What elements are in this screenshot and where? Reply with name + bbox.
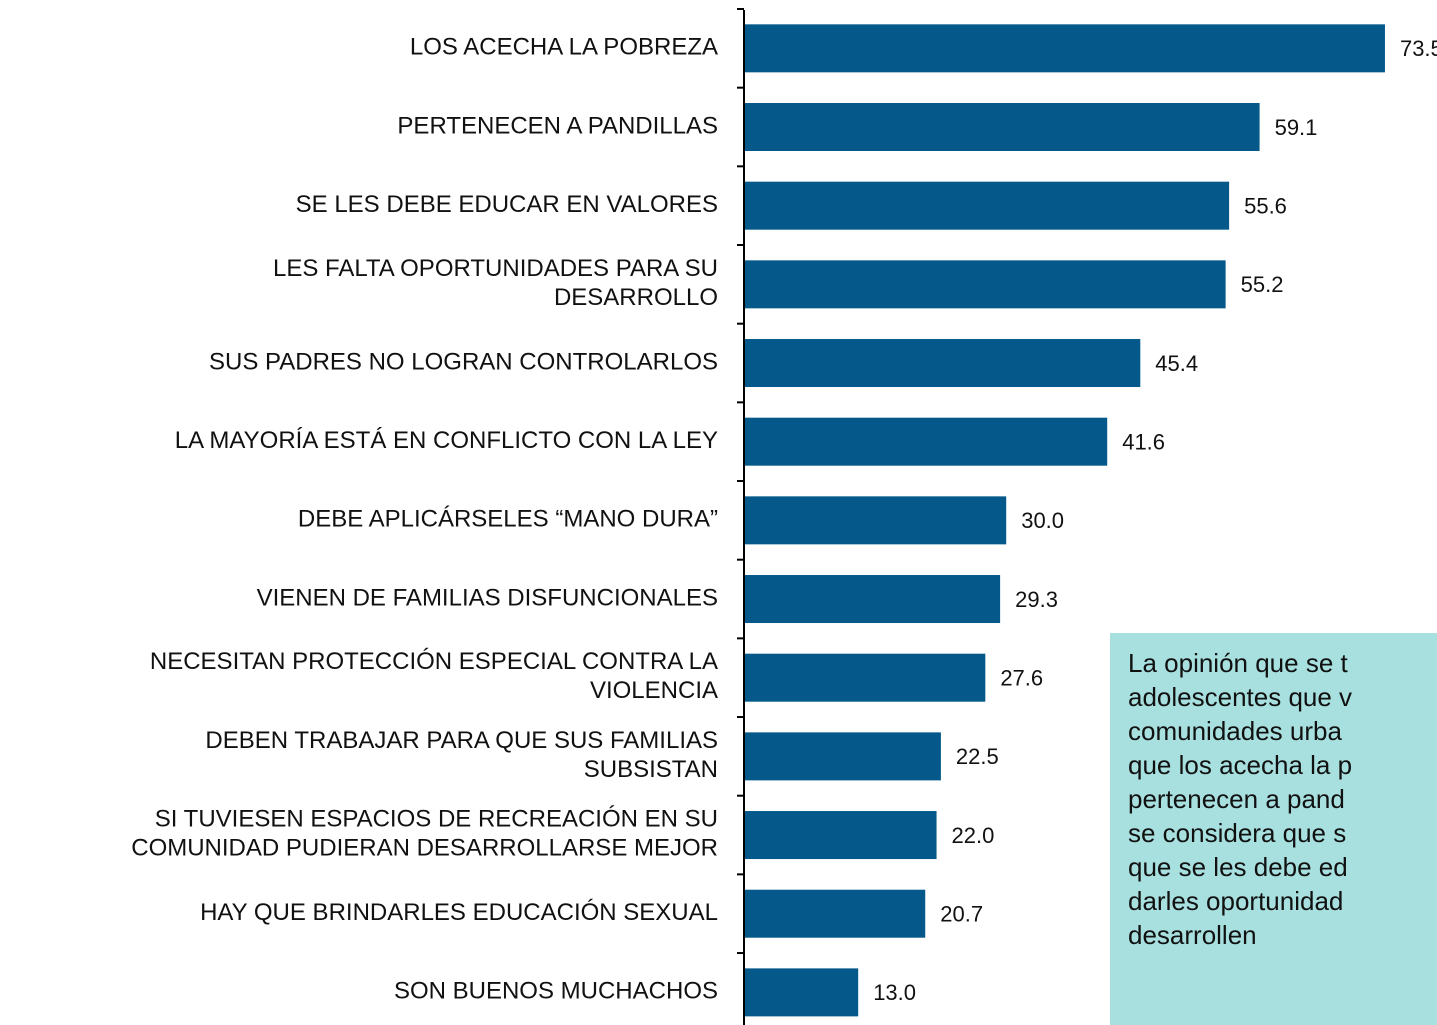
annotation-line: pertenecen a pand xyxy=(1128,784,1345,814)
annotation-line: desarrollen xyxy=(1128,920,1257,950)
value-label: 55.2 xyxy=(1241,272,1284,297)
category-label: NECESITAN PROTECCIÓN ESPECIAL CONTRA LA V… xyxy=(150,649,718,705)
bar xyxy=(745,417,1108,466)
category-label: DEBEN TRABAJAR PARA QUE SUS FAMILIAS SUBS… xyxy=(205,727,718,783)
category-label: DEBE APLICÁRSELES “MANO DURA” xyxy=(298,506,718,533)
value-label: 55.6 xyxy=(1244,193,1287,218)
bar xyxy=(745,575,1001,624)
category-label: SUS PADRES NO LOGRAN CONTROLARLOS xyxy=(209,348,718,375)
bar xyxy=(745,732,941,781)
category-label: LOS ACECHA LA POBREZA xyxy=(410,34,718,61)
bar xyxy=(745,653,986,702)
category-label: PERTENECEN A PANDILLAS xyxy=(397,112,718,139)
category-label: SON BUENOS MUCHACHOS xyxy=(394,978,718,1005)
annotation-line: que los acecha la p xyxy=(1128,750,1352,780)
bar xyxy=(745,496,1007,545)
value-label: 73.5 xyxy=(1400,36,1437,61)
value-label: 22.0 xyxy=(952,823,995,848)
bar xyxy=(745,968,859,1017)
annotation-box xyxy=(1110,633,1437,1025)
bar xyxy=(745,811,937,860)
annotation-line: comunidades urba xyxy=(1128,716,1342,746)
bar xyxy=(745,24,1385,73)
value-label: 22.5 xyxy=(956,744,999,769)
value-label: 59.1 xyxy=(1275,115,1318,140)
bar xyxy=(745,181,1230,230)
bar xyxy=(745,339,1141,388)
category-label: LES FALTA OPORTUNIDADES PARA SU DESARROLL… xyxy=(273,255,718,311)
annotation-line: se considera que s xyxy=(1128,818,1346,848)
category-label: VIENEN DE FAMILIAS DISFUNCIONALES xyxy=(257,584,718,611)
category-label: LA MAYORÍA ESTÁ EN CONFLICTO CON LA LEY xyxy=(175,427,718,454)
annotation-line: La opinión que se t xyxy=(1128,648,1349,678)
bar xyxy=(745,103,1260,152)
category-label: SE LES DEBE EDUCAR EN VALORES xyxy=(296,191,718,218)
value-label: 27.6 xyxy=(1000,666,1043,691)
annotation-line: adolescentes que v xyxy=(1128,682,1352,712)
value-label: 13.0 xyxy=(873,980,916,1005)
value-label: 30.0 xyxy=(1021,508,1064,533)
annotation-line: darles oportunidad xyxy=(1128,886,1343,916)
value-label: 20.7 xyxy=(940,902,983,927)
annotation-line: que se les debe ed xyxy=(1128,852,1348,882)
category-label: SI TUVIESEN ESPACIOS DE RECREACIÓN EN SU… xyxy=(131,806,718,862)
bar xyxy=(745,889,926,938)
value-label: 29.3 xyxy=(1015,587,1058,612)
bar xyxy=(745,260,1226,309)
category-label: HAY QUE BRINDARLES EDUCACIÓN SEXUAL xyxy=(200,899,718,926)
value-label: 41.6 xyxy=(1122,429,1165,454)
value-label: 45.4 xyxy=(1155,351,1198,376)
